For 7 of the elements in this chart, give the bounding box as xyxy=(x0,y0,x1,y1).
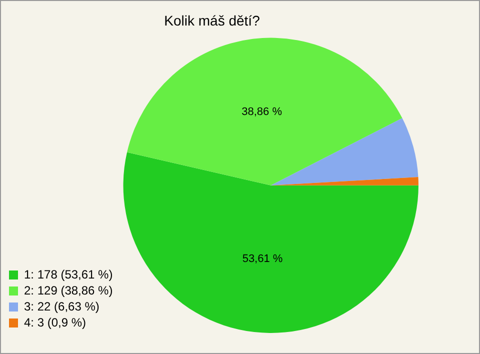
legend-label: 4: 3 (0,9 %) xyxy=(24,315,86,330)
legend-label: 1: 178 (53,61 %) xyxy=(24,267,113,282)
legend-label: 3: 22 (6,63 %) xyxy=(24,299,100,314)
legend-label: 2: 129 (38,86 %) xyxy=(24,283,113,298)
data-label: 38,86 % xyxy=(242,106,282,118)
data-label: 53,61 % xyxy=(242,252,283,265)
chart-title: Kolik máš dětí? xyxy=(164,12,260,28)
